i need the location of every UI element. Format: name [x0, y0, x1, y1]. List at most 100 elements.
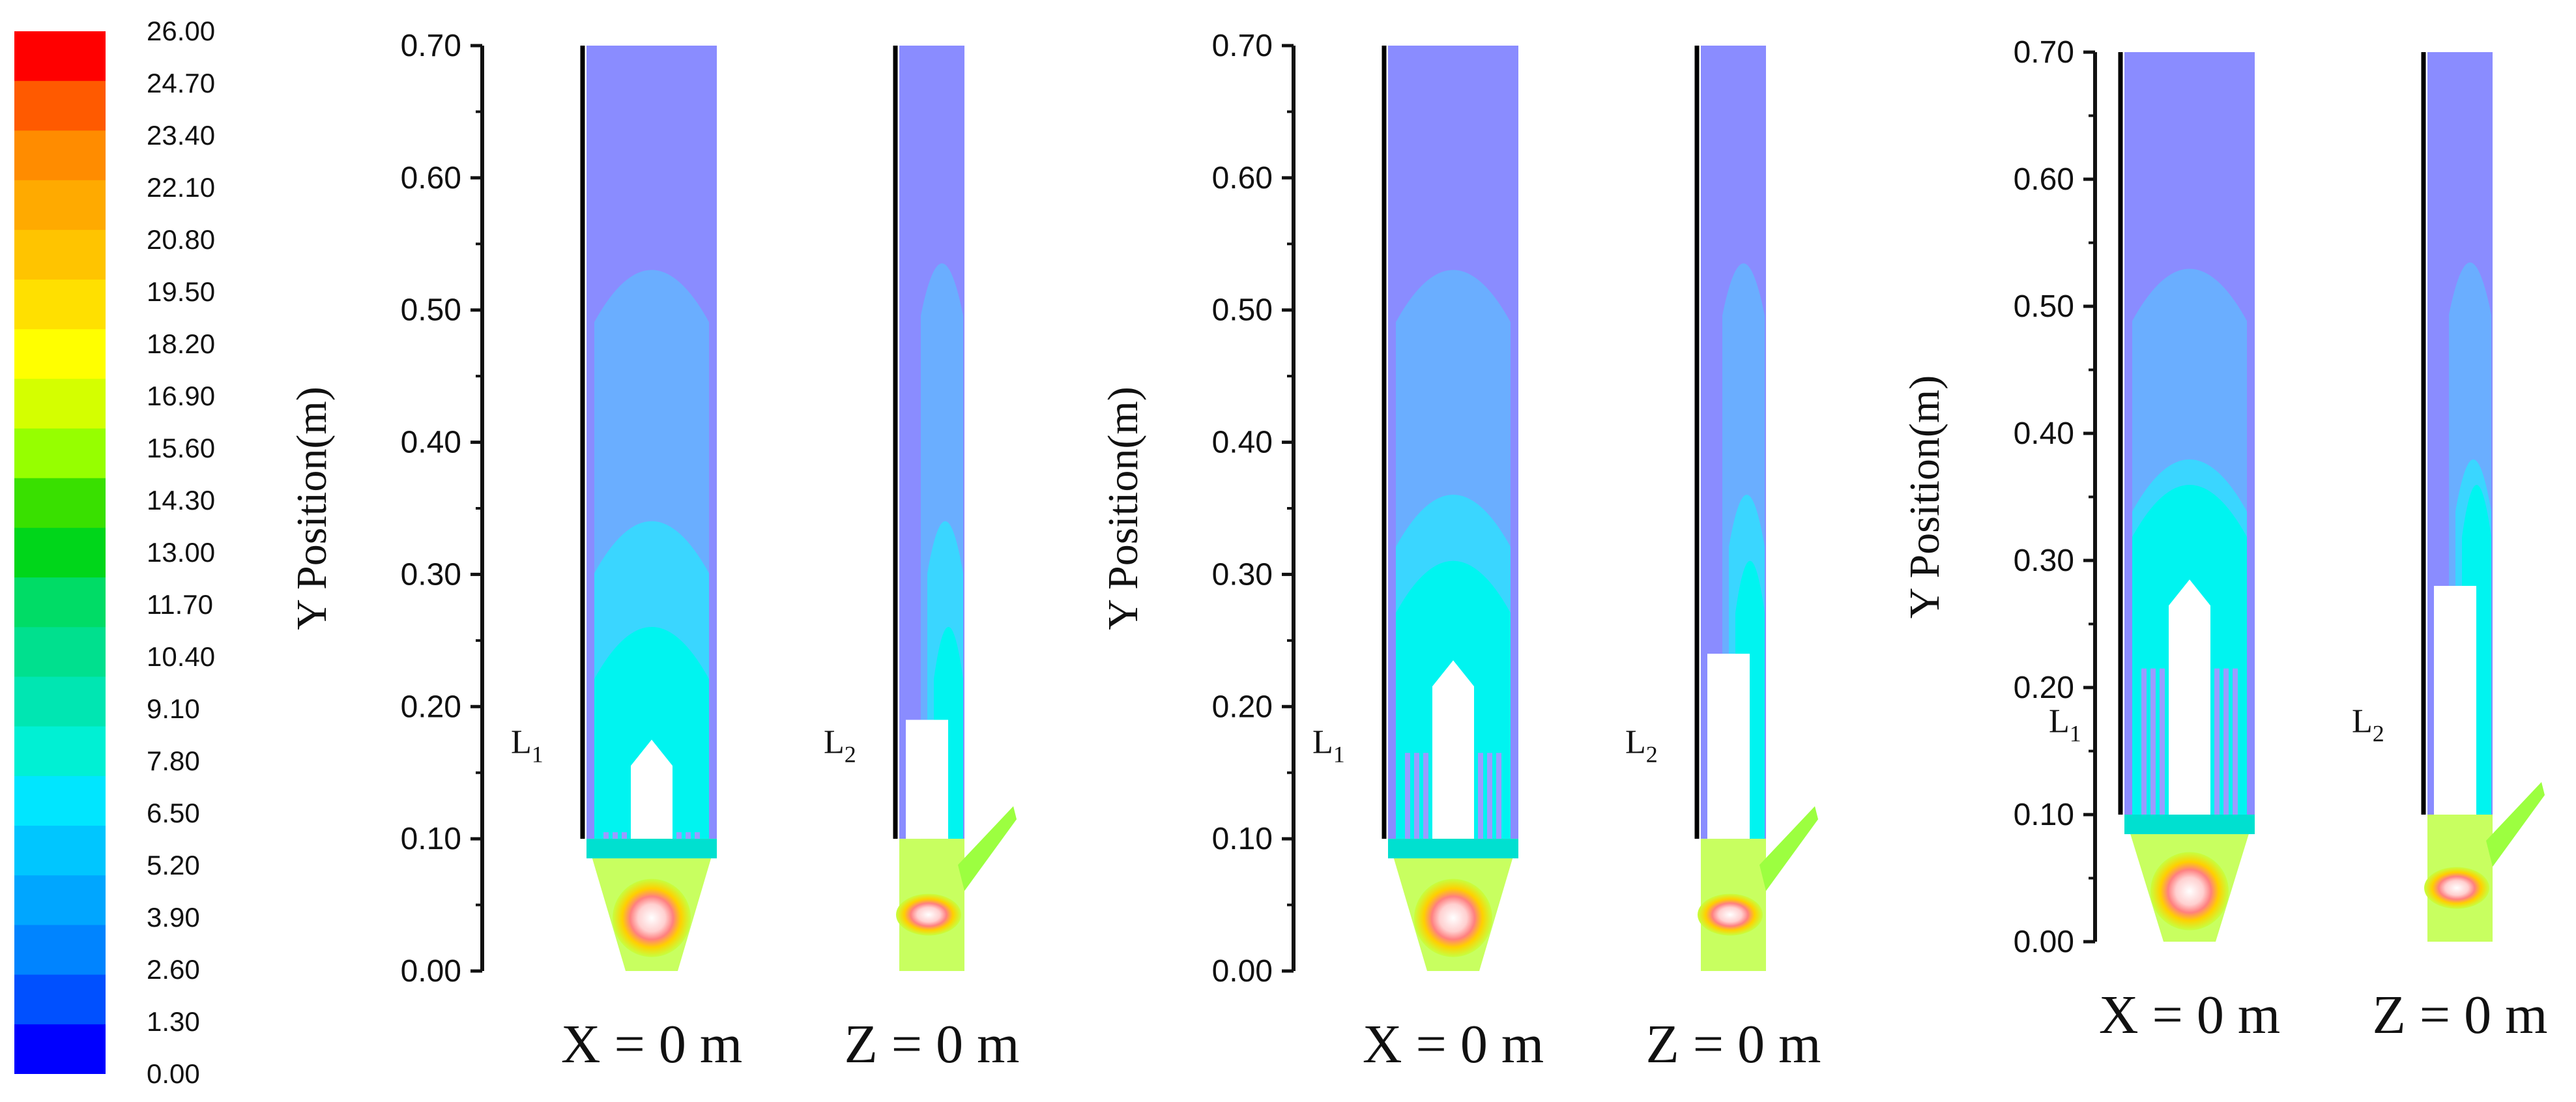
plane-label: X = 0 m — [1363, 1014, 1544, 1075]
contour-band — [2124, 815, 2255, 834]
panel-2: 0.70 0.60 0.50 0.40 0.30 0.20 0.10 0.00 Y Positi… — [1099, 29, 1821, 1075]
legend-swatch — [14, 726, 106, 777]
y-tick-label: 0.30 — [401, 557, 461, 592]
legend-swatch — [14, 229, 106, 280]
legend-value: 1.30 — [147, 1006, 200, 1037]
contour-view-x-plane: L1 X = 0 m — [511, 46, 742, 1075]
y-tick-label: 0.00 — [2014, 925, 2074, 959]
legend-value: 18.20 — [147, 328, 216, 359]
legend-value: 13.00 — [147, 537, 216, 568]
contour-band — [1388, 839, 1518, 859]
panel-3: 0.70 0.60 0.50 0.40 0.30 0.20 0.10 0.00 Y Positi… — [1901, 35, 2548, 1045]
legend-value: 20.80 — [147, 224, 216, 255]
contour-band — [586, 839, 717, 859]
legend-swatch — [14, 974, 106, 1025]
y-tick-label: 0.20 — [2014, 671, 2074, 705]
inlet-jet — [1759, 806, 1818, 892]
legend-swatch — [14, 875, 106, 926]
y-tick-label: 0.30 — [2014, 544, 2074, 578]
legend-value: 16.90 — [147, 381, 216, 411]
legend-value: 11.70 — [147, 589, 213, 620]
tube — [2214, 668, 2220, 815]
legend-swatch — [14, 329, 106, 380]
y-tick-label: 0.40 — [2014, 416, 2074, 451]
legend-swatch — [14, 180, 106, 231]
legend-value: 23.40 — [147, 120, 216, 151]
insert-body — [1432, 660, 1474, 839]
hot-spot — [613, 878, 691, 957]
contour-view-x-plane: L1 X = 0 m — [2049, 52, 2280, 1045]
y-axis-title: Y Position(m) — [1099, 386, 1147, 630]
legend-color-bar — [14, 31, 106, 1074]
legend-value: 10.40 — [147, 641, 216, 672]
insert-body — [631, 740, 673, 839]
tube — [622, 832, 627, 839]
legend-value: 0.00 — [147, 1058, 200, 1089]
insert-body — [2434, 586, 2476, 815]
tube — [2160, 668, 2165, 815]
y-tick-label: 0.00 — [401, 954, 461, 989]
y-axis-title: Y Position(m) — [1901, 375, 1948, 618]
legend-swatch — [14, 81, 106, 132]
tube — [1423, 753, 1428, 839]
contour-view-z-plane: L2 Z = 0 m — [2352, 52, 2548, 1045]
hot-spot — [2150, 852, 2229, 931]
y-axis-title: Y Position(m) — [288, 386, 336, 630]
plane-label: X = 0 m — [2099, 985, 2280, 1045]
tube — [1405, 753, 1410, 839]
legend-value: 6.50 — [147, 798, 200, 828]
y-tick-label: 0.60 — [401, 161, 461, 196]
y-tick-label: 0.60 — [1212, 161, 1273, 196]
inlet-jet — [2486, 782, 2545, 867]
insert-body — [2169, 579, 2210, 815]
tube — [695, 832, 700, 839]
legend-swatch — [14, 925, 106, 976]
legend-value: 7.80 — [147, 746, 200, 776]
contour-view-z-plane: L2 Z = 0 m — [824, 46, 1020, 1075]
plane-label: Z = 0 m — [2372, 985, 2547, 1045]
y-tick-label: 0.40 — [401, 426, 461, 460]
hot-spot — [1414, 878, 1492, 957]
legend-swatch — [14, 676, 106, 727]
y-tick-label: 0.10 — [1212, 822, 1273, 856]
hot-spot — [1698, 893, 1763, 936]
y-tick-label: 0.70 — [1212, 29, 1273, 63]
legend-swatch — [14, 478, 106, 529]
plane-label: Z = 0 m — [844, 1014, 1019, 1075]
legend-swatch — [14, 1024, 106, 1074]
y-tick-label: 0.10 — [2014, 798, 2074, 832]
contour-view-z-plane: L2 Z = 0 m — [1625, 46, 1821, 1075]
legend-swatch — [14, 527, 106, 579]
legend-value: 5.20 — [147, 850, 200, 880]
insert-body — [906, 719, 948, 839]
legend-swatch — [14, 279, 106, 330]
tube — [686, 832, 691, 839]
tube — [613, 832, 618, 839]
line-label: L2 — [824, 723, 856, 767]
legend-swatch — [14, 826, 106, 877]
line-label: L2 — [2352, 703, 2384, 746]
tube — [2233, 668, 2238, 815]
line-label: L1 — [2049, 703, 2081, 746]
legend-swatch — [14, 627, 106, 678]
y-tick-label: 0.50 — [401, 293, 461, 328]
hot-spot — [2424, 867, 2489, 909]
plane-label: Z = 0 m — [1645, 1014, 1821, 1075]
contour-band — [594, 627, 709, 839]
tube — [2150, 668, 2156, 815]
legend-value: 24.70 — [147, 68, 216, 98]
inlet-jet — [958, 806, 1017, 892]
tube — [603, 832, 609, 839]
y-tick-label: 0.60 — [2014, 162, 2074, 197]
hot-spot — [896, 893, 961, 936]
y-tick-label: 0.10 — [401, 822, 461, 856]
legend-swatch — [14, 31, 106, 82]
legend-swatch — [14, 130, 106, 181]
line-label: L1 — [1312, 723, 1345, 767]
insert-body — [1707, 654, 1750, 839]
y-tick-label: 0.30 — [1212, 557, 1273, 592]
tube — [1487, 753, 1492, 839]
tube — [676, 832, 682, 839]
legend-value: 19.50 — [147, 276, 216, 307]
legend-swatch — [14, 577, 106, 628]
